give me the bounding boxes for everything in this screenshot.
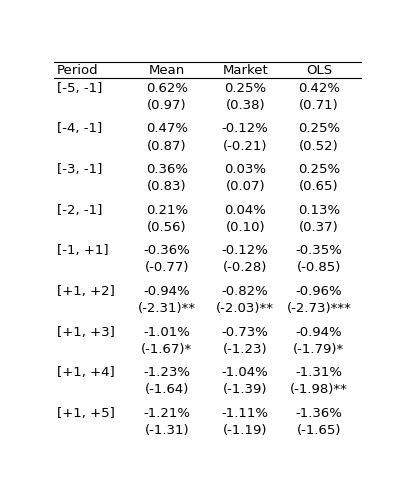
Text: (-1.64): (-1.64): [145, 383, 189, 396]
Text: (0.37): (0.37): [299, 221, 339, 234]
Text: (-0.21): (-0.21): [223, 140, 267, 153]
Text: -0.12%: -0.12%: [222, 244, 269, 258]
Text: -0.96%: -0.96%: [296, 285, 342, 298]
Text: [+1, +5]: [+1, +5]: [57, 407, 115, 420]
Text: OLS: OLS: [306, 64, 332, 77]
Text: (-2.73)***: (-2.73)***: [287, 302, 352, 315]
Text: [+1, +4]: [+1, +4]: [57, 366, 115, 379]
Text: (-0.77): (-0.77): [145, 262, 189, 274]
Text: (0.65): (0.65): [299, 180, 339, 193]
Text: [-4, -1]: [-4, -1]: [57, 122, 102, 136]
Text: 0.62%: 0.62%: [146, 82, 188, 95]
Text: (0.97): (0.97): [147, 99, 187, 112]
Text: -0.35%: -0.35%: [296, 244, 342, 258]
Text: [-3, -1]: [-3, -1]: [57, 163, 102, 176]
Text: 0.42%: 0.42%: [298, 82, 340, 95]
Text: Period: Period: [57, 64, 98, 77]
Text: [+1, +2]: [+1, +2]: [57, 285, 115, 298]
Text: [-2, -1]: [-2, -1]: [57, 204, 102, 217]
Text: 0.25%: 0.25%: [298, 122, 340, 136]
Text: -0.82%: -0.82%: [222, 285, 269, 298]
Text: 0.47%: 0.47%: [146, 122, 188, 136]
Text: (0.83): (0.83): [147, 180, 187, 193]
Text: (-0.85): (-0.85): [297, 262, 341, 274]
Text: (-1.67)*: (-1.67)*: [141, 343, 192, 356]
Text: -1.36%: -1.36%: [296, 407, 342, 420]
Text: (0.38): (0.38): [226, 99, 265, 112]
Text: [+1, +3]: [+1, +3]: [57, 326, 115, 339]
Text: -0.94%: -0.94%: [296, 326, 342, 339]
Text: -0.73%: -0.73%: [222, 326, 269, 339]
Text: (-0.28): (-0.28): [223, 262, 267, 274]
Text: [-5, -1]: [-5, -1]: [57, 82, 102, 95]
Text: (-1.79)*: (-1.79)*: [293, 343, 345, 356]
Text: (-1.23): (-1.23): [223, 343, 268, 356]
Text: -1.23%: -1.23%: [143, 366, 190, 379]
Text: -0.12%: -0.12%: [222, 122, 269, 136]
Text: -0.36%: -0.36%: [143, 244, 190, 258]
Text: -1.11%: -1.11%: [222, 407, 269, 420]
Text: -0.94%: -0.94%: [143, 285, 190, 298]
Text: 0.21%: 0.21%: [146, 204, 188, 217]
Text: (-2.31)**: (-2.31)**: [138, 302, 196, 315]
Text: (0.10): (0.10): [226, 221, 265, 234]
Text: 0.25%: 0.25%: [224, 82, 266, 95]
Text: Mean: Mean: [149, 64, 185, 77]
Text: [-1, +1]: [-1, +1]: [57, 244, 109, 258]
Text: (0.71): (0.71): [299, 99, 339, 112]
Text: (-2.03)**: (-2.03)**: [216, 302, 274, 315]
Text: (-1.98)**: (-1.98)**: [290, 383, 348, 396]
Text: (-1.19): (-1.19): [223, 424, 267, 437]
Text: -1.31%: -1.31%: [296, 366, 343, 379]
Text: (0.56): (0.56): [147, 221, 187, 234]
Text: 0.04%: 0.04%: [224, 204, 266, 217]
Text: 0.03%: 0.03%: [224, 163, 266, 176]
Text: (-1.39): (-1.39): [223, 383, 267, 396]
Text: -1.01%: -1.01%: [143, 326, 190, 339]
Text: 0.13%: 0.13%: [298, 204, 340, 217]
Text: Market: Market: [222, 64, 268, 77]
Text: 0.25%: 0.25%: [298, 163, 340, 176]
Text: (0.87): (0.87): [147, 140, 187, 153]
Text: (-1.31): (-1.31): [145, 424, 189, 437]
Text: (0.52): (0.52): [299, 140, 339, 153]
Text: (0.07): (0.07): [226, 180, 265, 193]
Text: (-1.65): (-1.65): [297, 424, 341, 437]
Text: 0.36%: 0.36%: [146, 163, 188, 176]
Text: -1.21%: -1.21%: [143, 407, 190, 420]
Text: -1.04%: -1.04%: [222, 366, 269, 379]
